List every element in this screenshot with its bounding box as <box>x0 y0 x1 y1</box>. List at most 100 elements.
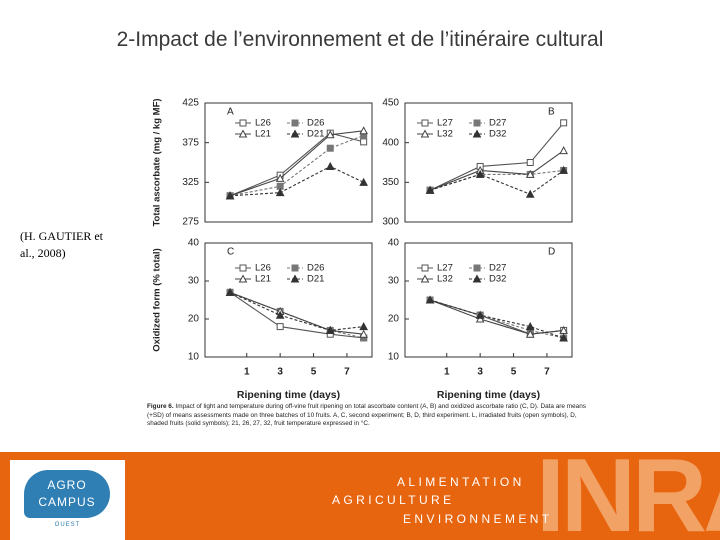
series-line <box>429 169 564 195</box>
footer-text: ENVIRONNEMENT <box>403 512 553 526</box>
y-tick-label: 20 <box>388 314 400 325</box>
legend-label: L27 <box>437 263 453 274</box>
series-line <box>229 132 364 197</box>
y-tick-label: 450 <box>382 98 399 109</box>
plot-frame <box>404 242 573 358</box>
marker <box>525 169 535 178</box>
plot-frame <box>404 102 573 223</box>
series-line <box>229 291 364 339</box>
series-line <box>429 299 564 335</box>
panel-label: C <box>227 247 234 258</box>
legend-label: L27 <box>437 118 453 129</box>
x-tick-label: 7 <box>344 367 350 378</box>
x-tick-label: 7 <box>544 367 550 378</box>
y-tick-label: 275 <box>182 217 199 228</box>
panel-label: B <box>548 107 555 118</box>
marker <box>275 173 285 182</box>
series-line <box>229 291 364 331</box>
marker <box>276 323 284 331</box>
marker <box>472 274 482 283</box>
marker <box>475 169 485 178</box>
marker <box>359 126 368 135</box>
marker <box>559 333 568 342</box>
marker <box>291 119 299 127</box>
marker <box>420 274 430 283</box>
legend-label: D32 <box>489 274 506 285</box>
series-line <box>429 122 565 191</box>
legend-label: D26 <box>307 118 324 129</box>
marker <box>559 325 568 334</box>
marker <box>359 322 368 331</box>
x-tick-label: 5 <box>311 367 317 378</box>
y-tick-label: 40 <box>388 238 400 249</box>
marker <box>290 274 300 283</box>
marker <box>475 310 485 319</box>
y-tick-label: 40 <box>188 238 200 249</box>
marker <box>525 329 535 338</box>
series-line <box>429 299 564 335</box>
marker <box>473 119 481 127</box>
x-tick-label: 1 <box>444 367 450 378</box>
marker <box>291 264 299 272</box>
plot-frame <box>204 242 373 358</box>
series-line <box>429 150 564 191</box>
legend-label: L21 <box>255 129 271 140</box>
y-tick-label: 350 <box>382 177 399 188</box>
marker <box>560 119 568 127</box>
marker <box>239 264 247 272</box>
marker <box>238 274 248 283</box>
caption-label: Figure 6. <box>147 403 174 410</box>
legend-label: D27 <box>489 118 506 129</box>
legend-label: D26 <box>307 263 324 274</box>
citation: (H. GAUTIER et al., 2008) <box>20 229 103 260</box>
x-tick-label: 1 <box>244 367 250 378</box>
footer-text: ALIMENTATION <box>397 475 525 489</box>
logo-box: AGRO CAMPUS OUEST <box>10 460 125 540</box>
y-tick-label: 400 <box>382 137 399 148</box>
x-tick-label: 5 <box>511 367 517 378</box>
marker <box>225 287 235 296</box>
marker <box>290 129 300 138</box>
x-axis-label: Ripening time (days) <box>437 389 540 401</box>
logo-text: CAMPUS <box>38 495 96 509</box>
legend-label: L26 <box>255 118 271 129</box>
panel-label: A <box>227 107 234 118</box>
marker <box>359 329 368 338</box>
logo-bubble: AGRO CAMPUS <box>24 470 110 518</box>
marker <box>525 322 535 331</box>
series-line <box>229 130 364 197</box>
y-tick-label: 10 <box>188 352 200 363</box>
marker <box>559 146 568 155</box>
y-axis-label: Oxidized form (% total) <box>152 248 163 351</box>
x-tick-label: 3 <box>277 367 283 378</box>
marker <box>526 159 534 166</box>
marker <box>238 129 248 138</box>
y-tick-label: 300 <box>382 217 399 228</box>
footer-text: AGRICULTURE <box>332 493 455 507</box>
y-axis-label: Total ascorbate (mg / kg MF) <box>152 98 163 226</box>
figure-caption: Figure 6. Impact of light and temperatur… <box>147 403 587 429</box>
legend-label: L32 <box>437 129 453 140</box>
legend-label: D21 <box>307 274 324 285</box>
marker <box>325 161 335 170</box>
x-axis-label: Ripening time (days) <box>237 389 340 401</box>
series-line <box>229 135 364 197</box>
logo-text: AGRO <box>47 478 87 492</box>
marker <box>472 129 482 138</box>
marker <box>359 177 368 186</box>
legend-label: D21 <box>307 129 324 140</box>
legend-label: D27 <box>489 263 506 274</box>
slide-title: 2-Impact de l’environnement et de l’itin… <box>116 28 604 51</box>
marker <box>421 264 429 272</box>
series-line <box>429 299 564 339</box>
y-tick-label: 425 <box>182 98 199 109</box>
marker <box>239 119 247 127</box>
x-tick-label: 3 <box>477 367 483 378</box>
panel-label: D <box>548 247 555 258</box>
caption-text: Impact of light and temperature during o… <box>147 403 586 428</box>
series-line <box>229 291 364 339</box>
marker <box>475 314 485 323</box>
